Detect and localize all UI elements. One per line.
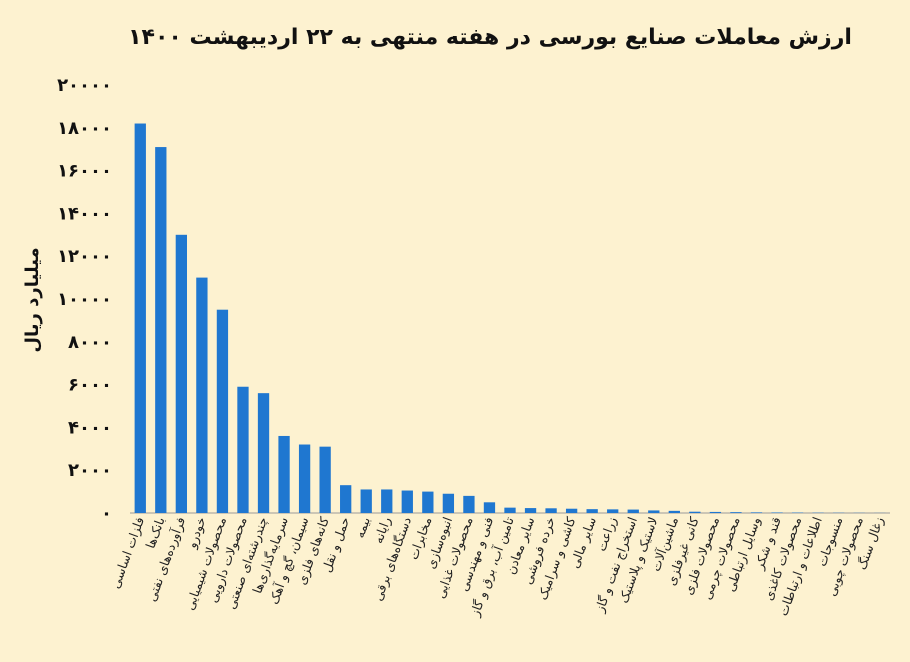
bar [668,510,680,513]
chart-title: ارزش معاملات صنایع بورسی در هفته منتهی ب… [128,25,852,50]
bar [607,509,619,513]
bar [175,234,187,514]
bar [237,386,249,513]
bar [586,509,598,513]
bar [381,489,393,513]
bar [134,123,146,514]
bar [504,507,516,513]
bar [524,508,537,513]
bar [319,446,331,513]
y-tick-label: ۱۰۰۰۰ [57,289,112,310]
bar [401,490,413,513]
bar [627,509,639,513]
y-tick-label: ۲۰۰۰ [68,460,112,481]
bar [648,510,660,513]
bar [442,493,455,513]
bar [771,512,783,513]
bar [750,512,763,513]
y-tick-label: ۸۰۰۰ [68,332,112,353]
bar [216,309,229,513]
y-tick-label: ۶۰۰۰ [68,375,112,396]
x-tick-label: فلزات اساسی [107,515,148,591]
y-tick-label: ۱۴۰۰۰ [57,203,112,224]
x-tick-label: بیمه [352,515,373,540]
y-axis-label: میلیارد ریال [22,247,43,352]
y-tick-label: ۴۰۰۰ [68,417,112,438]
bar [360,489,372,513]
bars-group [134,123,886,514]
y-tick-label: ۱۶۰۰۰ [57,161,112,182]
y-axis-ticks: ۰ ۲۰۰۰ ۴۰۰۰ ۶۰۰۰ ۸۰۰۰ ۱۰۰۰۰ ۱۲۰۰۰ ۱۴۰۰۰ ۱۶۰۰۰ ۱۸۰… [57,75,112,524]
bar [483,502,496,513]
bar [340,485,352,513]
bar [196,277,208,513]
bar [730,512,742,513]
bar [463,495,475,513]
y-tick-label: ۲۰۰۰۰ [57,75,112,96]
bar [565,508,578,513]
bar [155,147,167,513]
bar [545,508,557,513]
bar [422,491,434,513]
y-tick-label: ۱۸۰۰۰ [57,118,112,139]
bar [278,435,290,513]
bar [257,393,270,513]
y-tick-label: ۰ [101,503,112,524]
y-tick-label: ۱۲۰۰۰ [57,246,112,267]
bar [689,511,701,513]
bar [298,444,311,513]
bar [709,511,722,513]
